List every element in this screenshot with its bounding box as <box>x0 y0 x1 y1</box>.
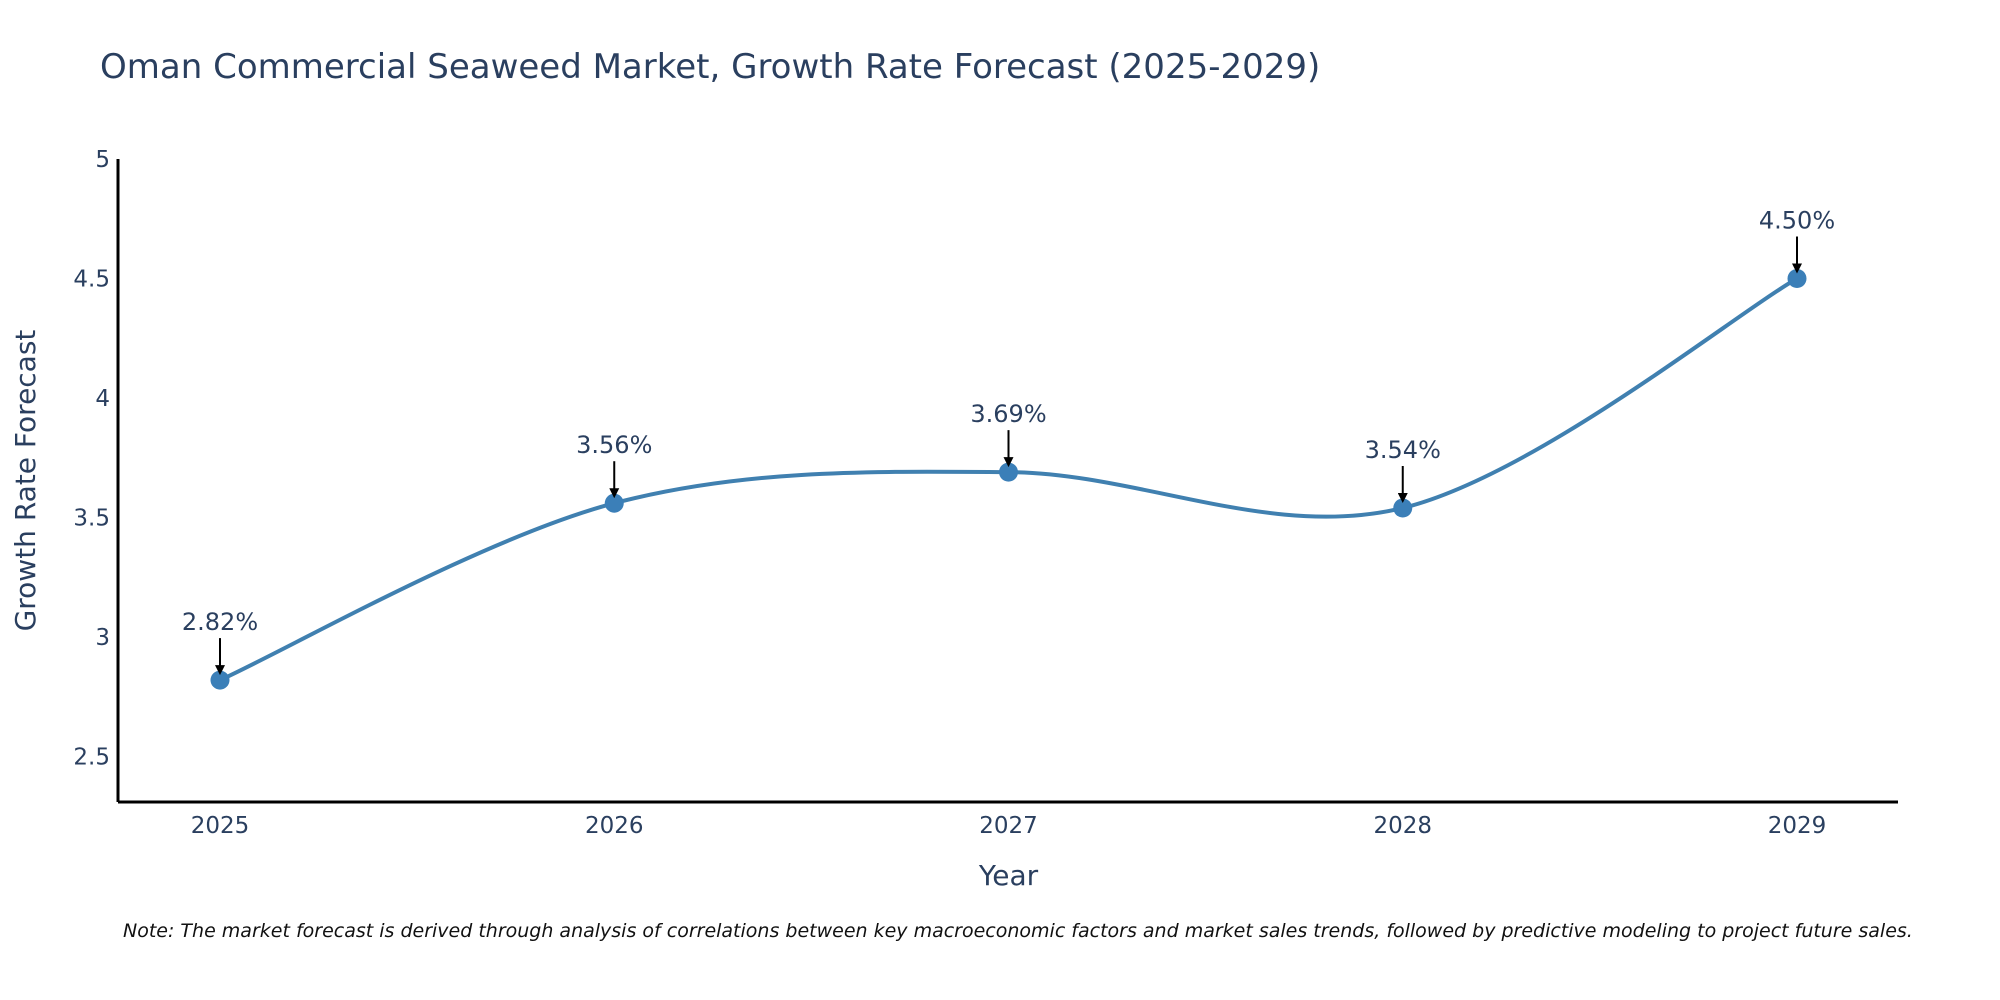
data-markers <box>210 269 1807 690</box>
data-point <box>1787 269 1807 289</box>
y-ticks: 2.5 3 3.5 4 4.5 5 <box>73 147 110 771</box>
x-ticks: 2025 2026 2027 2028 2029 <box>191 813 1827 839</box>
data-point <box>210 670 230 690</box>
x-tick-label: 2027 <box>979 813 1038 839</box>
footnote: Note: The market forecast is derived thr… <box>123 920 1913 942</box>
data-label: 3.69% <box>970 400 1046 428</box>
y-tick-label: 4 <box>95 386 110 412</box>
y-axis-title: Growth Rate Forecast <box>9 330 42 632</box>
data-point <box>1393 498 1413 518</box>
y-tick-label: 2.5 <box>73 745 110 771</box>
y-tick-label: 5 <box>95 147 110 173</box>
y-tick-label: 4.5 <box>73 267 110 293</box>
chart-title: Oman Commercial Seaweed Market, Growth R… <box>100 47 1320 87</box>
data-point <box>604 493 624 513</box>
data-label: 3.56% <box>576 431 652 459</box>
y-tick-label: 3.5 <box>73 506 110 532</box>
data-label: 3.54% <box>1365 436 1441 464</box>
x-tick-label: 2025 <box>191 813 250 839</box>
data-label: 2.82% <box>182 608 258 636</box>
x-axis-title: Year <box>978 859 1039 892</box>
data-point <box>999 462 1018 482</box>
data-annotations: 2.82% 3.56% 3.69% 3.54% 4.50% <box>182 207 1835 676</box>
data-label: 4.50% <box>1759 207 1835 235</box>
y-tick-label: 3 <box>95 625 110 651</box>
x-tick-label: 2026 <box>585 813 644 839</box>
x-tick-label: 2028 <box>1373 813 1432 839</box>
x-tick-label: 2029 <box>1768 813 1827 839</box>
